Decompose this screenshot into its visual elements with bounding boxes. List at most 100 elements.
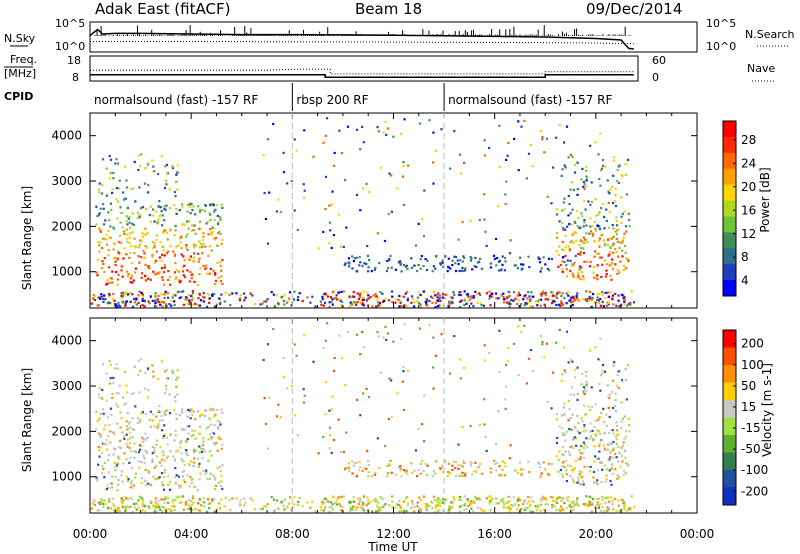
echo-cell [493, 462, 496, 465]
echo-cell [125, 228, 128, 231]
echo-cell [283, 508, 286, 511]
echo-cell [202, 437, 205, 440]
echo-cell [355, 475, 358, 478]
echo-cell [151, 247, 154, 250]
echo-cell [597, 153, 600, 156]
echo-cell [108, 500, 111, 503]
echo-cell [483, 344, 486, 347]
echo-cell [159, 206, 162, 209]
echo-cell [454, 460, 458, 464]
echo-cell [596, 504, 599, 507]
echo-cell [165, 457, 168, 460]
echo-cell [362, 304, 365, 307]
echo-cell [518, 498, 521, 502]
echo-cell [391, 495, 394, 498]
echo-cell [103, 476, 106, 479]
echo-cell [436, 293, 439, 296]
echo-cell [159, 411, 162, 414]
echo-cell [508, 507, 511, 510]
echo-cell [179, 446, 182, 449]
echo-cell [171, 501, 174, 504]
echo-cell [571, 208, 574, 211]
echo-cell [155, 210, 158, 213]
echo-cell [461, 426, 464, 429]
echo-cell [109, 171, 112, 175]
echo-cell [597, 457, 600, 460]
echo-cell [567, 450, 570, 453]
echo-cell [108, 236, 111, 239]
echo-cell [551, 302, 554, 305]
echo-cell [164, 434, 167, 437]
echo-cell [586, 300, 589, 303]
echo-cell [610, 291, 613, 294]
echo-cell [167, 501, 170, 504]
echo-cell [617, 255, 620, 258]
echo-cell [607, 500, 610, 503]
echo-cell [213, 210, 216, 213]
echo-cell [623, 302, 626, 305]
echo-cell [400, 270, 403, 273]
echo-cell [420, 460, 423, 463]
echo-cell [402, 370, 405, 373]
echo-cell [149, 410, 152, 413]
echo-cell [435, 504, 438, 507]
echo-cell [539, 304, 542, 307]
echo-cell [187, 432, 190, 435]
echo-cell [219, 423, 222, 426]
echo-cell [552, 499, 555, 502]
echo-cell [129, 291, 132, 294]
echo-cell [126, 206, 129, 209]
echo-cell [268, 191, 271, 194]
echo-cell [221, 206, 224, 209]
echo-cell [434, 305, 437, 309]
echo-cell [599, 298, 602, 301]
echo-cell [404, 265, 408, 268]
echo-cell [244, 501, 247, 504]
echo-cell [401, 380, 404, 383]
echo-cell [92, 297, 95, 300]
colorbar-cell [723, 330, 736, 348]
echo-cell [593, 255, 596, 258]
echo-cell [608, 253, 611, 256]
echo-cell [572, 446, 575, 449]
echo-cell [171, 165, 174, 168]
echo-cell [598, 497, 601, 500]
echo-cell [540, 293, 543, 296]
echo-cell [126, 411, 129, 414]
echo-cell [164, 495, 167, 498]
echo-cell [528, 295, 531, 298]
echo-cell [138, 421, 141, 424]
echo-cell [238, 297, 242, 300]
echo-cell [416, 269, 419, 273]
echo-cell [359, 301, 363, 304]
echo-cell [566, 464, 569, 467]
echo-cell [612, 242, 615, 245]
echo-cell [174, 467, 177, 470]
echo-cell [173, 254, 176, 257]
echo-cell [501, 460, 504, 463]
echo-cell [152, 170, 155, 173]
echo-cell [616, 229, 619, 232]
echo-cell [406, 268, 409, 271]
echo-cell [566, 259, 569, 262]
echo-cell [215, 236, 218, 240]
echo-cell [416, 501, 419, 504]
echo-cell [309, 506, 312, 509]
echo-cell [540, 472, 543, 475]
echo-cell [571, 272, 574, 275]
echo-cell [328, 301, 331, 304]
echo-cell [105, 282, 109, 285]
echo-cell [583, 183, 587, 186]
echo-cell [177, 449, 180, 452]
echo-cell [461, 471, 464, 474]
echo-cell [131, 417, 134, 420]
echo-cell [125, 300, 128, 303]
echo-cell [561, 373, 564, 376]
echo-cell [406, 299, 409, 302]
echo-cell [108, 498, 111, 501]
echo-cell [133, 457, 136, 460]
echo-cell [373, 268, 376, 271]
echo-cell [557, 265, 560, 268]
echo-cell [196, 303, 199, 307]
echo-cell [329, 434, 332, 437]
